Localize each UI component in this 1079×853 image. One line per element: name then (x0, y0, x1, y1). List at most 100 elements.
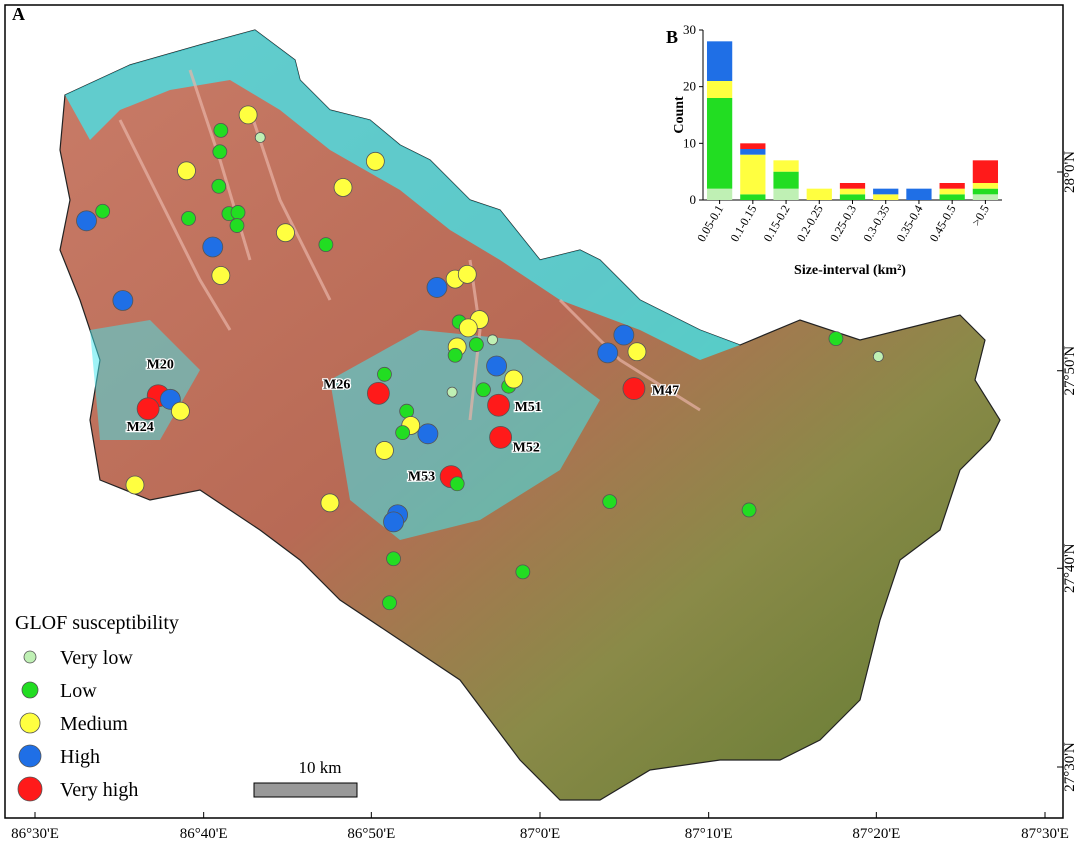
susceptibility-point (395, 425, 411, 441)
bar-segment (740, 143, 766, 149)
lake-label: M20 (147, 358, 174, 373)
susceptibility-point (489, 425, 513, 449)
susceptibility-point (366, 381, 390, 405)
susceptibility-point (597, 342, 619, 364)
y-tick-label: 0 (690, 192, 697, 207)
bar-segment (773, 171, 799, 189)
y-tick-label: 20 (683, 79, 696, 94)
susceptibility-point (112, 290, 134, 311)
glacier-area (65, 30, 740, 360)
susceptibility-point (386, 551, 401, 567)
points: M26 M51 M52 M53 M47 M20 M24 (76, 105, 884, 611)
legend-label: High (60, 746, 100, 768)
bar-segment (706, 81, 733, 98)
susceptibility-point (417, 423, 439, 445)
legend-title: GLOF susceptibility (15, 612, 179, 634)
lake-label: M47 (652, 384, 679, 399)
y-tick-label: 10 (683, 135, 696, 150)
susceptibility-point (828, 331, 844, 347)
susceptibility-point (476, 382, 491, 398)
bar-segment (873, 194, 899, 200)
panel-label: A (12, 4, 25, 24)
bar-segment (706, 98, 733, 189)
susceptibility-point (320, 493, 340, 513)
susceptibility-point (504, 369, 524, 389)
bar-segment (839, 188, 866, 195)
lon-tick-label: 87°0'E (520, 826, 560, 842)
susceptibility-point (177, 161, 196, 181)
bar-segment (773, 160, 799, 172)
susceptibility-point (627, 342, 647, 362)
bar-segment (706, 188, 733, 200)
susceptibility-point (447, 347, 463, 363)
susceptibility-point (613, 324, 635, 346)
legend: Very low Low Medium High Very high (17, 647, 138, 802)
bar-segment (939, 194, 965, 200)
legend-marker (19, 712, 41, 734)
susceptibility-point (125, 475, 145, 495)
susceptibility-point (872, 351, 884, 362)
susceptibility-point (136, 397, 160, 421)
lake-label: M51 (515, 400, 542, 415)
bar-segment (972, 188, 999, 195)
susceptibility-point (230, 205, 246, 220)
lon-tick-label: 87°20'E (852, 826, 900, 842)
susceptibility-point (171, 401, 190, 421)
susceptibility-point (213, 122, 229, 138)
susceptibility-point (202, 236, 224, 258)
susceptibility-point (487, 334, 498, 346)
susceptibility-point (211, 178, 227, 194)
susceptibility-point (515, 564, 531, 580)
bar-segment (740, 149, 766, 155)
susceptibility-point (426, 277, 448, 298)
susceptibility-point (95, 203, 111, 219)
susceptibility-point (468, 337, 484, 352)
bar-segment (972, 194, 999, 200)
valley (118, 69, 701, 421)
legend-marker (18, 744, 42, 768)
legend-marker (23, 650, 37, 664)
lat-tick-label: 27°30'N (1062, 742, 1078, 792)
susceptibility-point (602, 494, 618, 510)
bar-segment (939, 188, 965, 195)
lat-tick-label: 27°40'N (1062, 543, 1078, 593)
bar-segment (972, 160, 999, 183)
lake-label: M24 (127, 420, 154, 435)
glacier-area (330, 330, 600, 540)
susceptibility-point (382, 595, 397, 611)
susceptibility-point (487, 393, 510, 417)
lon-tick-label: 86°30'E (11, 826, 59, 842)
susceptibility-point (76, 210, 97, 232)
bar-segment (806, 188, 832, 200)
bar-segment (740, 194, 766, 200)
bar-segment (939, 183, 965, 189)
lat-tick-label: 27°50'N (1062, 346, 1078, 396)
panel-label: B (666, 27, 678, 47)
susceptibility-point (318, 237, 334, 252)
susceptibility-point (449, 476, 465, 492)
legend-marker (17, 776, 43, 802)
susceptibility-point (333, 178, 353, 197)
legend-label: Very high (60, 779, 138, 801)
scale-label: 10 km (299, 758, 342, 777)
lon-tick-label: 87°30'E (1021, 826, 1069, 842)
basin (59, 29, 1001, 801)
susceptibility-point (622, 377, 646, 400)
susceptibility-point (377, 366, 392, 382)
susceptibility-point (741, 502, 757, 518)
susceptibility-point (365, 151, 385, 171)
bar-segment (706, 41, 733, 81)
y-axis-label: Count (672, 96, 687, 134)
lake-label: M26 (323, 377, 350, 392)
susceptibility-point (238, 105, 258, 125)
x-axis-label: Size-interval (km²) (794, 263, 906, 278)
lon-tick-label: 87°10'E (685, 826, 733, 842)
lake-label: M53 (408, 470, 435, 485)
susceptibility-point (254, 132, 266, 143)
susceptibility-point (486, 355, 507, 377)
bar-segment (839, 183, 866, 189)
susceptibility-point (458, 318, 478, 338)
lon-tick-label: 86°50'E (347, 826, 395, 842)
